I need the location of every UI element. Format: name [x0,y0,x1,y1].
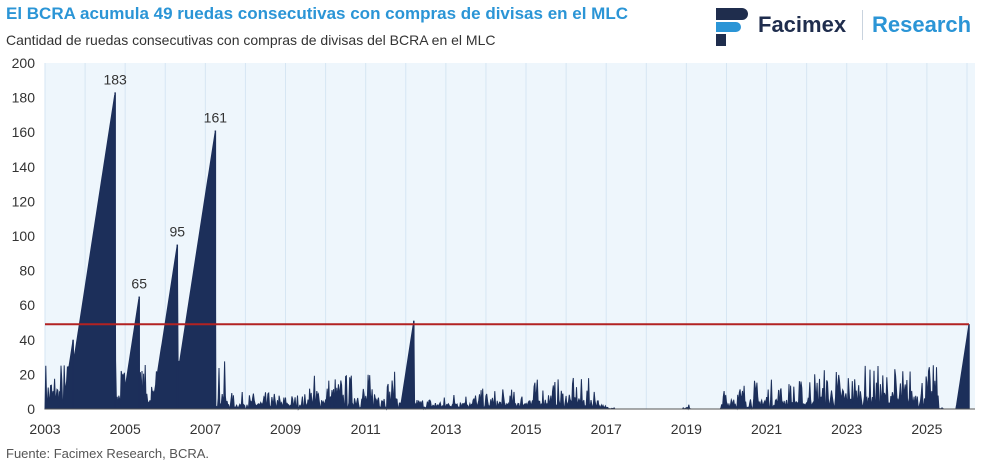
y-tick-label: 80 [19,263,35,279]
x-tick-label: 2023 [831,421,862,437]
y-tick-label: 120 [12,193,36,209]
y-tick-label: 160 [12,124,36,140]
logo-separator [862,10,863,40]
series-area [44,94,970,411]
y-tick-label: 200 [12,55,36,71]
x-tick-label: 2013 [430,421,461,437]
source-note: Fuente: Facimex Research, BCRA. [6,446,210,461]
peak-label: 183 [103,71,127,87]
peak-label: 161 [204,109,228,125]
x-tick-label: 2011 [351,421,381,437]
peak-label: 95 [169,224,185,240]
chart-area: 0 20 40 60 80 100 120 140 160 180 200 2003 2005 2007 2… [12,55,975,437]
x-tick-label: 2015 [510,421,541,437]
y-tick-label: 0 [27,401,35,417]
plot: 0 20 40 60 80 100 120 140 160 180 200 2003 2005 2007 2… [12,55,975,437]
peak-label: 65 [131,276,147,292]
y-tick-label: 60 [19,297,35,313]
y-tick-label: 180 [12,90,36,106]
x-tick-label: 2003 [29,421,60,437]
x-tick-label: 2021 [751,421,782,437]
y-tick-label: 40 [19,332,35,348]
chart-subtitle: Cantidad de ruedas consecutivas con comp… [6,32,496,48]
y-tick-label: 20 [19,366,35,382]
facimex-logo: Facimex Research [712,4,992,48]
x-tick-label: 2019 [671,421,702,437]
x-tick-label: 2009 [270,421,301,437]
x-tick-label: 2005 [110,421,141,437]
x-tick-label: 2007 [190,421,221,437]
y-tick-label: 100 [12,228,36,244]
logo-research: Research [872,12,972,37]
y-tick-label: 140 [12,159,36,175]
chart-title: El BCRA acumula 49 ruedas consecutivas c… [6,4,628,23]
x-tick-label: 2017 [591,421,622,437]
x-tick-label: 2025 [911,421,942,437]
logo-name: Facimex [758,12,847,37]
facimex-logo-icon [716,8,748,46]
